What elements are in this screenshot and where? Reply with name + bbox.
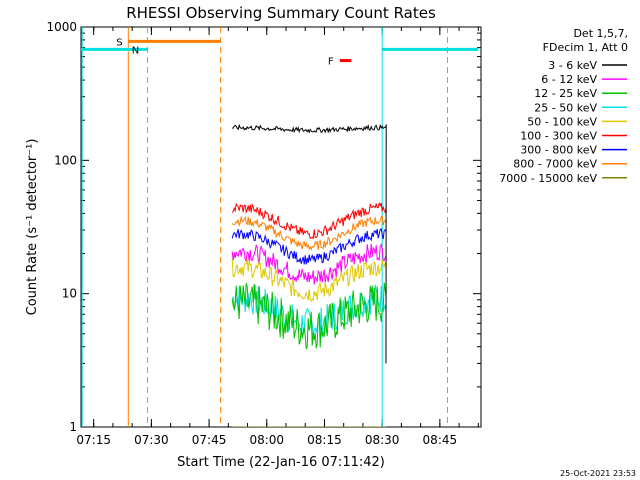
legend-label: 6 - 12 keV (541, 73, 597, 86)
series-line (231, 282, 387, 350)
flag-bar-label: S (116, 37, 122, 48)
y-axis-label: Count Rate (s⁻¹ detector⁻¹) (25, 139, 40, 316)
flag-bar-label: F (328, 57, 334, 68)
x-tick-label: 07:45 (192, 433, 227, 447)
x-tick-label: 08:30 (365, 433, 400, 447)
count-rate-series (231, 123, 387, 427)
legend-header-1: Det 1,5,7, (573, 27, 628, 40)
x-axis-ticks: 07:15 07:30 07:45 08:00 08:15 08:30 08:45 (76, 27, 479, 447)
flag-bar-label: N (132, 45, 139, 56)
legend-label: 12 - 25 keV (534, 87, 597, 100)
y-tick-label: 1 (69, 420, 77, 434)
x-tick-label: 08:45 (423, 433, 458, 447)
series-line (231, 215, 387, 251)
legend-label: 25 - 50 keV (534, 101, 597, 114)
legend-label: 3 - 6 keV (548, 59, 597, 72)
x-tick-label: 08:00 (249, 433, 284, 447)
series-line (231, 258, 387, 302)
observing-flag-lines (81, 27, 449, 427)
series-line (231, 227, 387, 265)
y-tick-label: 100 (54, 153, 77, 167)
legend-label: 300 - 800 keV (520, 144, 597, 157)
x-tick-label: 08:15 (307, 433, 342, 447)
series-line (232, 123, 387, 364)
x-axis-label: Start Time (22-Jan-16 07:11:42) (177, 455, 385, 470)
legend-label: 7000 - 15000 keV (499, 172, 597, 185)
x-tick-label: 07:30 (134, 433, 169, 447)
observing-flag-bars (81, 39, 479, 63)
flag-labels: SN F (116, 37, 334, 67)
footer-timestamp: 25-Oct-2021 23:53 (560, 469, 636, 478)
y-tick-label: 10 (62, 287, 77, 301)
x-tick-label: 07:15 (76, 433, 111, 447)
y-tick-label: 1000 (46, 20, 77, 34)
y-axis-ticks: 1 10 100 1000 (46, 20, 481, 434)
legend-header-2: FDecim 1, Att 0 (543, 41, 628, 54)
plot-area (81, 27, 479, 427)
legend-label: 800 - 7000 keV (513, 158, 597, 171)
legend-label: 50 - 100 keV (527, 115, 597, 128)
legend-label: 100 - 300 keV (520, 130, 597, 143)
chart-title: RHESSI Observing Summary Count Rates (126, 4, 436, 22)
series-line (231, 201, 387, 240)
series-line (231, 242, 387, 285)
